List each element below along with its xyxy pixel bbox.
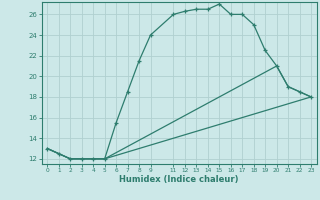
X-axis label: Humidex (Indice chaleur): Humidex (Indice chaleur) bbox=[119, 175, 239, 184]
